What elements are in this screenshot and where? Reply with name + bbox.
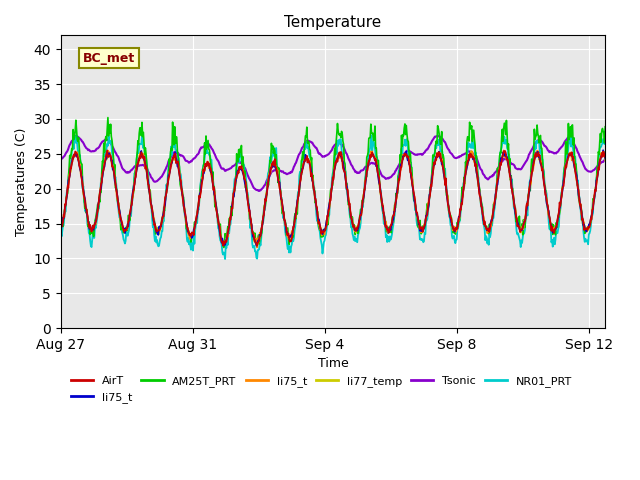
li77_temp <box>253 244 261 250</box>
li77_temp <box>470 159 478 165</box>
li75_t <box>470 156 478 162</box>
X-axis label: Time: Time <box>317 357 348 371</box>
Line: AM25T_PRT: AM25T_PRT <box>61 118 605 248</box>
li75_t <box>90 222 98 228</box>
Y-axis label: Temperatures (C): Temperatures (C) <box>15 128 28 236</box>
AM25T_PRT <box>220 245 228 251</box>
li75_t <box>602 151 609 156</box>
li75_t <box>253 243 260 249</box>
AirT <box>57 222 65 228</box>
Tsonic <box>374 165 381 170</box>
Legend: AirT, li75_t, AM25T_PRT, li75_t, li77_temp, Tsonic, NR01_PRT: AirT, li75_t, AM25T_PRT, li75_t, li77_te… <box>67 372 577 407</box>
Tsonic <box>388 173 396 179</box>
Tsonic <box>602 157 609 163</box>
NR01_PRT <box>470 142 478 148</box>
li77_temp <box>374 169 381 175</box>
li75_t <box>527 178 534 183</box>
AM25T_PRT <box>471 143 479 148</box>
Line: li75_t: li75_t <box>61 150 605 247</box>
Line: li75_t: li75_t <box>61 150 605 246</box>
NR01_PRT <box>602 139 609 144</box>
Tsonic <box>404 148 412 154</box>
AM25T_PRT <box>104 115 112 120</box>
AirT <box>219 243 227 249</box>
NR01_PRT <box>90 235 98 241</box>
li77_temp <box>404 157 412 163</box>
Tsonic <box>255 188 263 194</box>
li75_t <box>602 156 609 161</box>
NR01_PRT <box>388 231 396 237</box>
Line: AirT: AirT <box>61 150 605 246</box>
Tsonic <box>90 148 98 154</box>
li75_t <box>253 244 261 250</box>
AirT <box>471 163 479 169</box>
AM25T_PRT <box>57 219 65 225</box>
li77_temp <box>527 181 534 187</box>
AirT <box>389 214 397 220</box>
li75_t <box>90 224 98 229</box>
Title: Temperature: Temperature <box>284 15 381 30</box>
li77_temp <box>602 158 609 164</box>
Line: li77_temp: li77_temp <box>61 151 605 247</box>
AirT <box>90 223 98 228</box>
AirT <box>527 178 535 183</box>
AM25T_PRT <box>527 168 535 173</box>
li77_temp <box>388 222 396 228</box>
li75_t <box>374 170 381 176</box>
Tsonic <box>527 148 535 154</box>
AirT <box>602 154 609 160</box>
AirT <box>374 172 382 178</box>
Tsonic <box>471 152 479 158</box>
li75_t <box>500 147 508 153</box>
AM25T_PRT <box>374 157 382 163</box>
AirT <box>405 159 413 165</box>
li75_t <box>470 158 478 164</box>
Line: Tsonic: Tsonic <box>61 136 605 191</box>
li75_t <box>57 225 65 231</box>
li77_temp <box>599 148 607 154</box>
AM25T_PRT <box>90 225 98 230</box>
NR01_PRT <box>404 149 412 155</box>
NR01_PRT <box>57 229 65 235</box>
Text: BC_met: BC_met <box>83 52 135 65</box>
li75_t <box>374 168 381 174</box>
Tsonic <box>57 156 65 162</box>
li75_t <box>599 147 607 153</box>
li77_temp <box>90 224 98 230</box>
AM25T_PRT <box>389 214 397 219</box>
Line: NR01_PRT: NR01_PRT <box>61 134 605 259</box>
NR01_PRT <box>527 179 534 185</box>
AirT <box>104 147 111 153</box>
li75_t <box>57 226 65 231</box>
li75_t <box>388 222 396 228</box>
AM25T_PRT <box>405 149 413 155</box>
li75_t <box>388 218 396 224</box>
li77_temp <box>57 224 65 230</box>
li75_t <box>404 157 412 163</box>
NR01_PRT <box>566 132 573 137</box>
li75_t <box>527 180 535 186</box>
NR01_PRT <box>374 158 381 164</box>
li75_t <box>404 156 412 162</box>
AM25T_PRT <box>602 124 609 130</box>
NR01_PRT <box>221 256 229 262</box>
Tsonic <box>435 133 442 139</box>
